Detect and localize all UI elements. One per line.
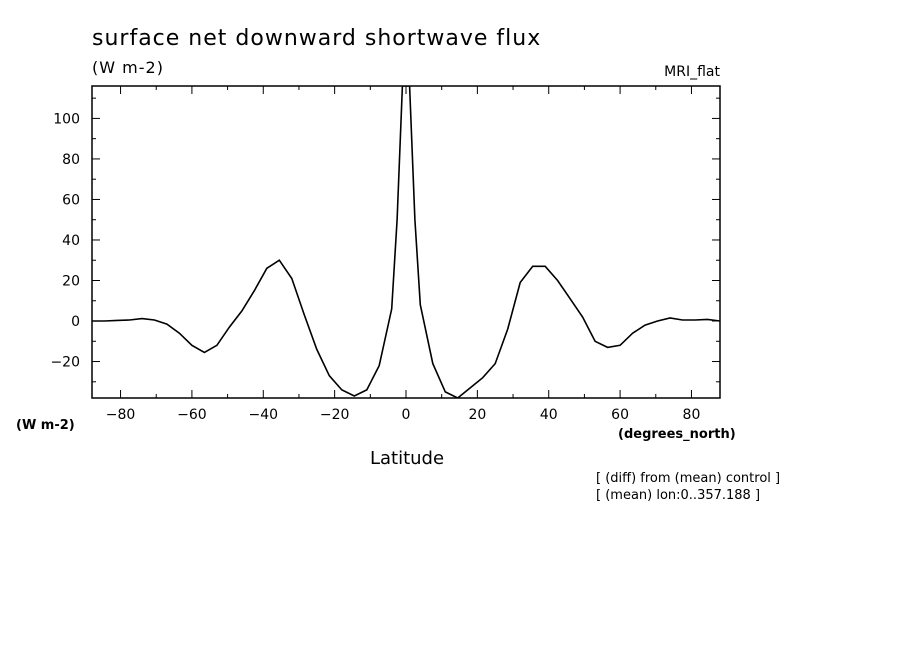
chart-title: surface net downward shortwave flux: [92, 26, 541, 51]
title-units: (W m-2): [92, 58, 164, 77]
x-tick-label: −40: [248, 407, 278, 423]
x-tick-label: 80: [683, 407, 701, 423]
x-tick-label: −80: [106, 407, 136, 423]
x-tick-label: −60: [177, 407, 207, 423]
x-tick-labels: −80 −60 −40 −20 0 20 40 60 80: [106, 407, 701, 423]
x-tick-label: −20: [320, 407, 350, 423]
x-units-label: (degrees_north): [618, 427, 736, 442]
x-tick-label: 0: [402, 407, 411, 423]
y-tick-labels: −20 0 20 40 60 80 100: [50, 111, 80, 370]
series-layer: [92, 86, 720, 398]
x-axis-label: Latitude: [370, 448, 444, 469]
y-tick-label: 60: [62, 192, 80, 208]
model-label: MRI_flat: [664, 64, 720, 80]
series-line-0: [92, 86, 720, 398]
y-tick-label: 80: [62, 152, 80, 168]
y-tick-label: 20: [62, 273, 80, 289]
plot-frame: [91, 85, 721, 399]
note-line-2: [ (mean) lon:0..357.188 ]: [596, 488, 760, 503]
note-line-1: [ (diff) from (mean) control ]: [596, 471, 780, 486]
x-tick-label: 40: [540, 407, 558, 423]
x-tick-label: 60: [611, 407, 629, 423]
axis-ticks: [92, 86, 720, 398]
y-tick-label: 0: [71, 314, 80, 330]
y-tick-label: 40: [62, 233, 80, 249]
x-tick-label: 20: [468, 407, 486, 423]
y-tick-label: 100: [53, 111, 80, 127]
y-units-label: (W m-2): [16, 418, 75, 433]
y-tick-label: −20: [50, 355, 80, 371]
